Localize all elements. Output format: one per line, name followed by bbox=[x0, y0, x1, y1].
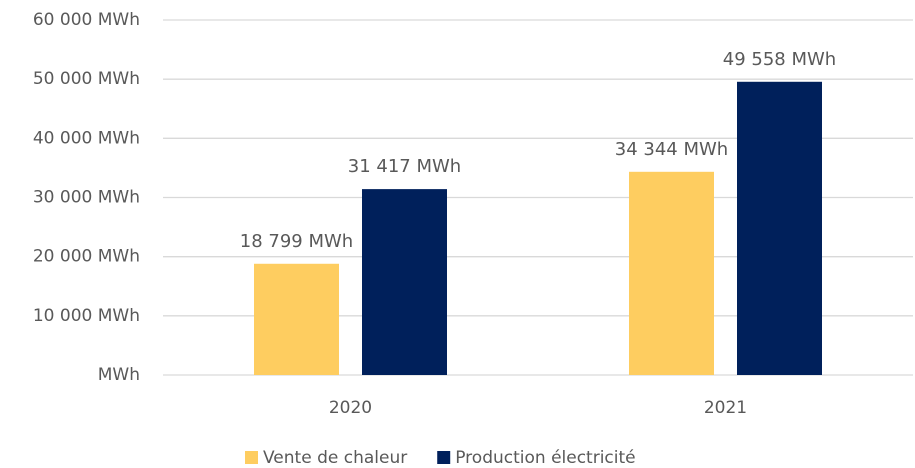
y-tick-label: 10 000 MWh bbox=[33, 306, 140, 326]
y-tick-label: 60 000 MWh bbox=[33, 10, 140, 30]
data-label: 49 558 MWh bbox=[723, 49, 836, 70]
data-label: 31 417 MWh bbox=[348, 156, 461, 177]
data-label: 34 344 MWh bbox=[615, 139, 728, 160]
y-tick-label: 50 000 MWh bbox=[33, 69, 140, 89]
legend-swatch bbox=[245, 451, 258, 464]
bar bbox=[362, 189, 447, 375]
y-tick-label: 30 000 MWh bbox=[33, 188, 140, 208]
x-tick-label: 2021 bbox=[704, 398, 747, 418]
y-tick-label: MWh bbox=[98, 365, 140, 385]
legend-label: Production électricité bbox=[455, 448, 635, 468]
legend-swatch bbox=[437, 451, 451, 464]
y-tick-label: 20 000 MWh bbox=[33, 247, 140, 267]
y-tick-label: 40 000 MWh bbox=[33, 128, 140, 148]
data-label: 18 799 MWh bbox=[240, 231, 353, 252]
legend-label: Vente de chaleur bbox=[263, 448, 407, 468]
bar bbox=[254, 263, 339, 375]
bar bbox=[629, 171, 714, 375]
bar bbox=[737, 81, 822, 375]
x-tick-label: 2020 bbox=[329, 398, 372, 418]
